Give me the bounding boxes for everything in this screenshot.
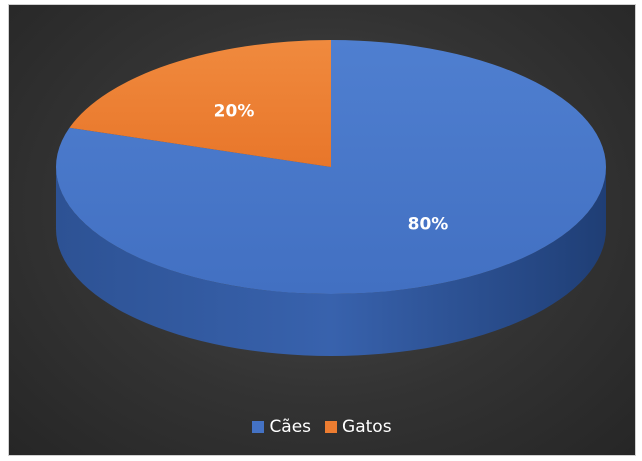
data-label-gatos: 20% bbox=[214, 101, 255, 121]
data-label-caes: 80% bbox=[408, 215, 449, 235]
slice-side-caes bbox=[56, 167, 606, 356]
legend-label-caes: Cães bbox=[269, 417, 312, 437]
legend-swatch-gatos bbox=[325, 421, 338, 433]
legend-swatch-caes bbox=[252, 421, 265, 433]
legend-item-gatos: Gatos bbox=[325, 417, 392, 437]
slice-caes bbox=[56, 40, 606, 294]
pie-chart: 80% 20% bbox=[56, 40, 606, 356]
legend: Cães Gatos bbox=[9, 417, 635, 437]
legend-label-gatos: Gatos bbox=[342, 417, 392, 437]
legend-item-caes: Cães bbox=[252, 417, 311, 437]
slice-gatos bbox=[69, 40, 331, 167]
chart-area: 80% 20% Cães Gatos bbox=[8, 4, 636, 456]
